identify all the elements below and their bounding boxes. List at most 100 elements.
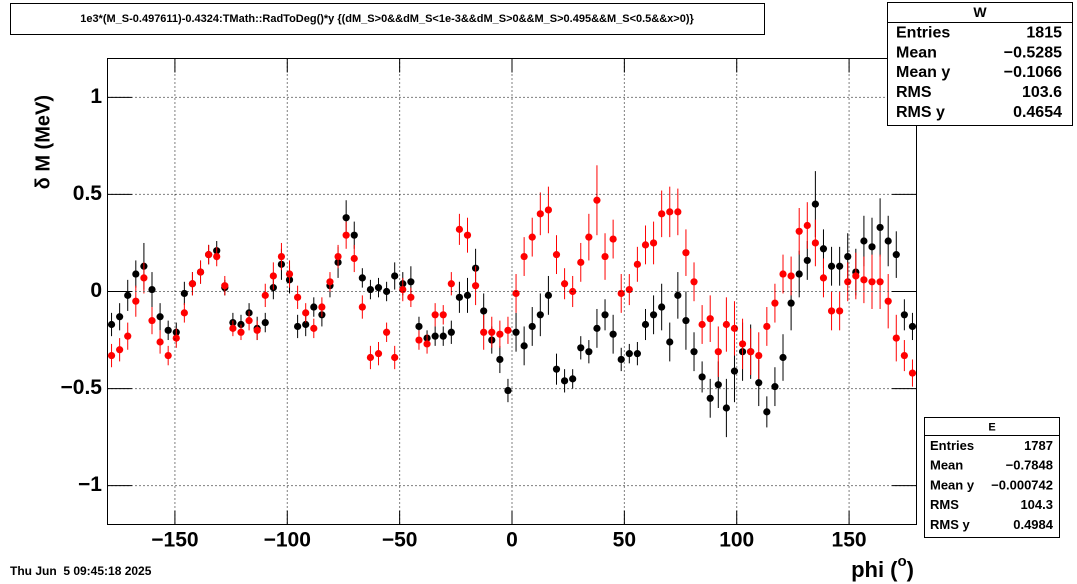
data-point	[471, 282, 480, 290]
y-axis-label: δ M (MeV)	[32, 95, 54, 189]
data-point	[649, 311, 658, 319]
data-point	[609, 235, 617, 243]
data-point	[609, 330, 617, 338]
stats-label: RMS y	[896, 104, 945, 121]
stats-value: 0.4654	[1013, 104, 1062, 121]
stats-label: Mean	[930, 458, 963, 473]
x-axis-label-text: phi (	[851, 557, 898, 582]
stats-value: 103.6	[1022, 84, 1062, 101]
y-tick-label: 1	[90, 85, 102, 108]
data-point	[350, 254, 358, 263]
x-tick-label: −100	[264, 529, 311, 552]
data-point	[528, 322, 536, 331]
x-tick-label: 150	[832, 529, 867, 552]
data-point	[819, 245, 828, 253]
data-point	[366, 285, 375, 294]
data-point	[132, 270, 140, 278]
data-point	[900, 311, 908, 319]
data-point	[771, 383, 779, 391]
data-point	[447, 328, 455, 336]
data-point	[107, 351, 116, 360]
data-point	[221, 282, 229, 290]
stats-value: 0.4984	[1013, 517, 1054, 532]
data-point	[795, 227, 803, 235]
data-point	[666, 208, 674, 216]
data-point	[140, 274, 148, 282]
data-point	[658, 303, 666, 311]
data-point	[658, 210, 666, 218]
data-point	[229, 324, 237, 332]
data-point	[803, 221, 811, 230]
chart-title: 1e3*(M_S-0.497611)-0.4324:TMath::RadToDe…	[80, 13, 694, 25]
data-point	[156, 338, 164, 346]
stats-value: 1815	[1026, 25, 1062, 42]
data-point	[706, 394, 714, 402]
data-point	[836, 262, 844, 270]
data-point	[124, 332, 132, 340]
data-point	[892, 251, 900, 259]
x-axis-label-end: )	[907, 557, 914, 582]
data-point	[690, 348, 698, 356]
data-point	[585, 233, 593, 241]
data-point	[674, 291, 682, 299]
data-point	[860, 276, 868, 284]
data-point	[617, 289, 625, 298]
data-point	[164, 351, 172, 360]
data-point	[763, 322, 771, 331]
data-point	[496, 355, 504, 364]
x-tick-label: 100	[719, 529, 754, 552]
data-point	[536, 311, 544, 319]
data-point	[237, 328, 245, 336]
data-point	[536, 210, 544, 218]
data-point	[116, 346, 124, 354]
data-point	[625, 350, 633, 358]
data-point	[318, 303, 326, 311]
data-point	[480, 307, 488, 315]
data-point	[342, 214, 350, 222]
data-point	[213, 252, 221, 261]
data-point	[698, 320, 706, 329]
data-point	[496, 330, 504, 338]
data-point	[261, 318, 269, 327]
data-point	[132, 297, 140, 305]
data-point	[868, 243, 876, 251]
stats-label: Entries	[896, 25, 950, 42]
data-point	[205, 251, 213, 259]
data-point	[682, 249, 690, 257]
data-point	[827, 307, 836, 315]
data-point	[350, 231, 358, 239]
data-point	[124, 291, 132, 299]
data-point	[844, 278, 852, 286]
data-point	[900, 351, 908, 360]
data-point	[779, 353, 787, 362]
stats-box	[924, 417, 1060, 538]
data-point	[682, 317, 690, 325]
y-tick-label: 0.5	[73, 182, 103, 205]
data-point	[334, 252, 342, 261]
data-point	[107, 320, 116, 329]
data-point	[156, 313, 164, 321]
data-point	[520, 342, 528, 350]
data-point	[383, 328, 391, 336]
data-point	[779, 270, 787, 278]
data-point	[755, 351, 763, 360]
data-point	[310, 324, 318, 332]
data-point	[302, 309, 310, 317]
y-tick-label: −1	[78, 473, 102, 496]
data-point	[326, 278, 334, 286]
data-point	[431, 332, 439, 340]
data-point	[463, 291, 472, 299]
data-point	[601, 311, 609, 319]
data-point	[447, 280, 455, 288]
x-tick-label: −150	[151, 529, 198, 552]
stats-value: 104.3	[1020, 497, 1053, 512]
data-point	[512, 328, 520, 336]
data-point	[504, 326, 512, 334]
data-point	[374, 284, 383, 292]
data-point	[666, 338, 674, 346]
data-point	[714, 381, 722, 389]
stats-value: −0.1066	[1004, 64, 1062, 81]
x-axis-label: phi (o)	[851, 553, 914, 582]
data-point	[884, 237, 892, 245]
x-axis-label-sup: o	[898, 553, 907, 570]
